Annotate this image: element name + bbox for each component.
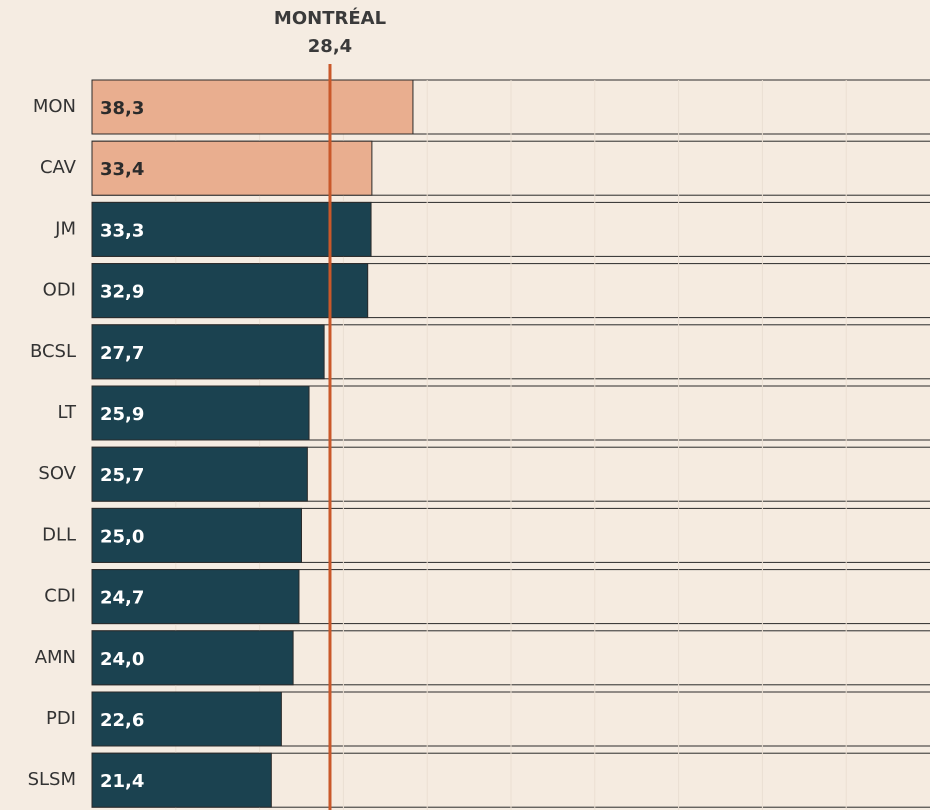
bar [91, 140, 373, 196]
y-tick-label: JM [54, 218, 76, 239]
y-tick-label: DLL [42, 524, 76, 545]
value-label: 33,3 [100, 220, 144, 241]
y-tick-label: LT [57, 402, 77, 423]
bar [91, 79, 414, 135]
bar [91, 201, 372, 257]
bar [91, 385, 310, 441]
value-label: 27,7 [100, 343, 144, 364]
value-label: 25,0 [100, 526, 144, 547]
value-label: 21,4 [100, 771, 144, 792]
bar [91, 507, 302, 563]
value-label: 22,6 [100, 710, 144, 731]
y-tick-label: PDI [46, 708, 76, 729]
bar [91, 263, 369, 319]
y-tick-label: AMN [35, 647, 76, 668]
y-tick-label: BCSL [30, 341, 76, 362]
bar [91, 324, 325, 380]
bar [91, 446, 308, 502]
y-tick-label: CDI [44, 586, 76, 607]
value-label: 25,7 [100, 465, 144, 486]
y-tick-label: ODI [43, 280, 76, 301]
y-tick-label: CAV [40, 157, 77, 178]
value-label: 33,4 [100, 159, 144, 180]
bar [91, 691, 282, 747]
value-label: 32,9 [100, 282, 144, 303]
value-label: 25,9 [100, 404, 144, 425]
value-label: 38,3 [100, 98, 144, 119]
y-tick-label: MON [33, 96, 76, 117]
y-tick-label: SLSM [28, 769, 76, 790]
value-label: 24,7 [100, 588, 144, 609]
value-label: 24,0 [100, 649, 144, 670]
bar [91, 569, 300, 625]
bar [91, 752, 272, 808]
y-tick-label: SOV [38, 463, 76, 484]
reference-label: MONTRÉAL [274, 7, 386, 29]
bar [91, 630, 294, 686]
reference-value: 28,4 [308, 36, 352, 57]
